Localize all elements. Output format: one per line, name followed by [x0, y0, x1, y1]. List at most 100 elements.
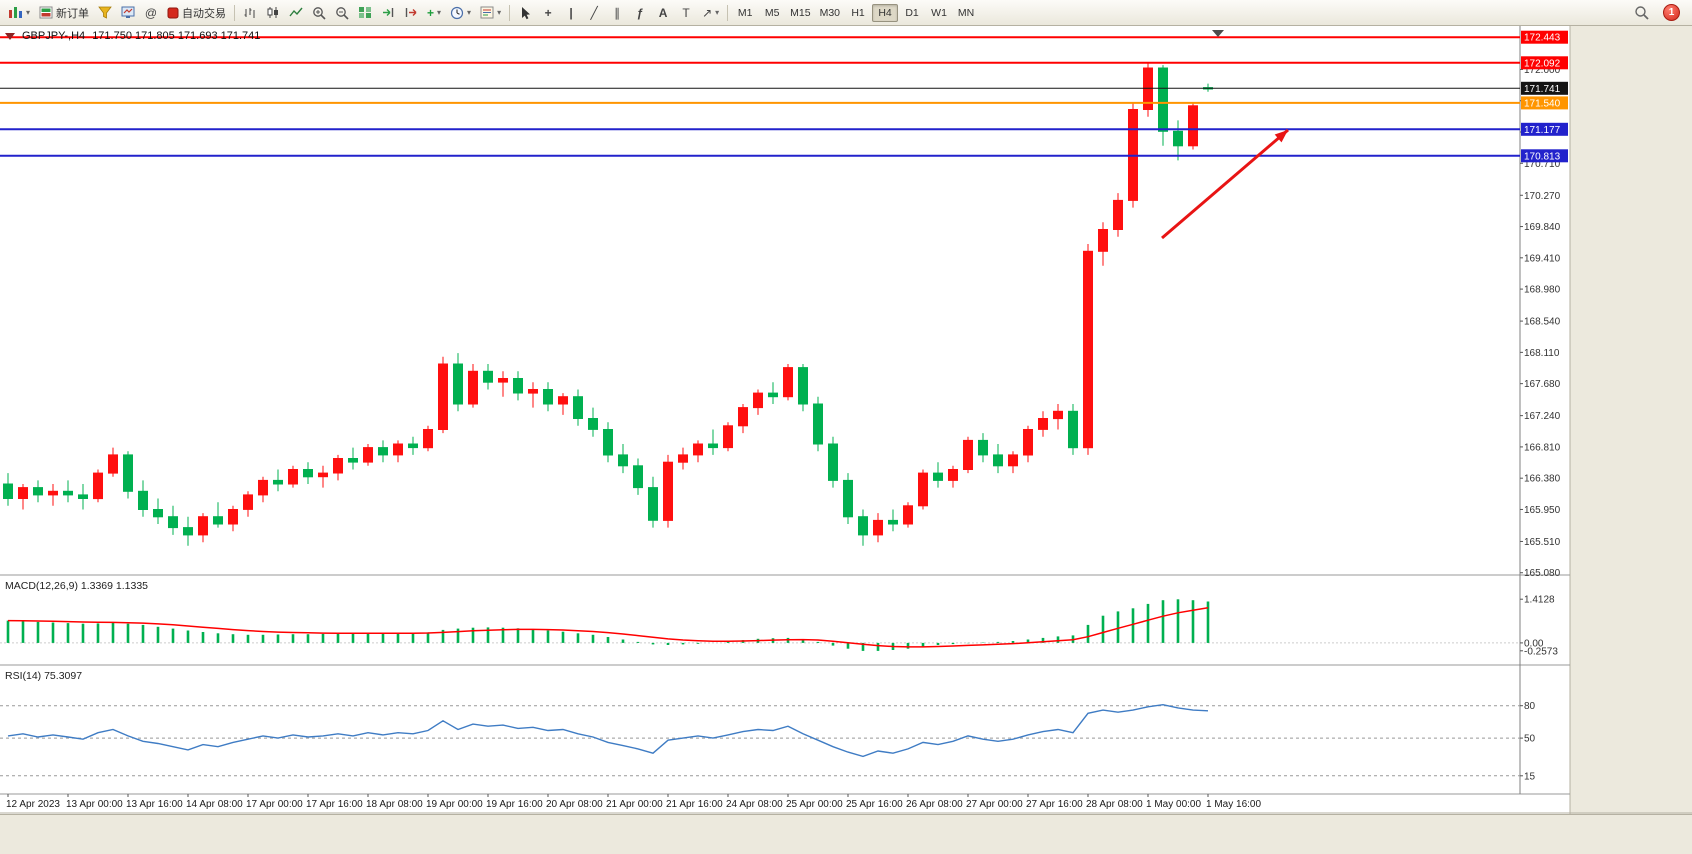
crosshair-tool-button[interactable]: +	[537, 3, 559, 23]
chart-ohlc-values: 171.750 171.805 171.693 171.741	[92, 30, 261, 42]
tile-windows-icon	[358, 6, 372, 19]
chart-shift-marker	[1212, 30, 1224, 37]
dropdown-icon: ▾	[497, 7, 502, 17]
chart-bars-button[interactable]	[239, 3, 261, 23]
chart-shift-button[interactable]	[400, 3, 422, 23]
timeframe-d1-button[interactable]: D1	[905, 6, 919, 19]
horizontal-lines[interactable]: 172.443 172.092 171.741 171.540 171.177 170.8…	[0, 30, 1568, 163]
new-order-label: 新订单	[56, 7, 90, 20]
community-button[interactable]: @	[140, 3, 162, 23]
trend-arrow-annotation[interactable]	[1161, 128, 1289, 240]
svg-text:17 Apr 00:00: 17 Apr 00:00	[246, 799, 303, 810]
chart-bg	[0, 26, 1692, 814]
periods-button[interactable]: ▾	[446, 3, 475, 23]
arrows-tool-button[interactable]: ↗ ▾	[698, 3, 723, 23]
dropdown-icon: ▾	[715, 7, 720, 17]
channel-icon: ∥	[614, 5, 621, 20]
trendline-icon: ╱	[590, 5, 598, 20]
timeframe-w1-button[interactable]: W1	[931, 6, 947, 19]
search-button[interactable]	[1630, 3, 1653, 23]
candlestick-series	[3, 62, 1213, 546]
svg-text:19 Apr 16:00: 19 Apr 16:00	[486, 799, 543, 810]
alerts-button[interactable]	[94, 3, 116, 23]
text-icon: A	[658, 5, 668, 20]
mdi-background	[0, 814, 1692, 854]
timeframe-m15-button[interactable]: M15	[790, 6, 811, 19]
zoom-out-icon	[335, 6, 349, 20]
timeframe-m1-button[interactable]: M1	[737, 6, 753, 19]
text-label-tool-button[interactable]: T	[675, 3, 697, 23]
timeframe-h1-button[interactable]: H1	[851, 6, 865, 19]
svg-text:15: 15	[1524, 771, 1536, 782]
new-order-icon	[39, 6, 53, 19]
fibonacci-tool-button[interactable]: ƒ	[629, 3, 651, 23]
price-axis[interactable]: 172.000171.570171.140170.710170.270169.8…	[1520, 65, 1561, 579]
chart-line-button[interactable]	[285, 3, 307, 23]
new-chart-button[interactable]: ▾	[4, 3, 34, 23]
svg-text:172.443: 172.443	[1524, 33, 1561, 44]
svg-text:168.540: 168.540	[1524, 317, 1561, 328]
line-chart-icon	[289, 6, 303, 19]
svg-text:166.810: 166.810	[1524, 442, 1561, 453]
funnel-icon	[98, 6, 112, 19]
mdi-right-bg	[1570, 26, 1692, 814]
chart-shift-icon	[404, 6, 418, 19]
templates-button[interactable]: ▾	[476, 3, 505, 23]
svg-text:24 Apr 08:00: 24 Apr 08:00	[726, 799, 783, 810]
auto-scroll-button[interactable]	[377, 3, 399, 23]
bars-chart-icon	[243, 6, 257, 19]
macd-pane: MACD(12,26,9) 1.3369 1.1335 1.4128 0.00-0.…	[0, 580, 1558, 657]
svg-text:167.240: 167.240	[1524, 411, 1561, 422]
timeframe-m5-button[interactable]: M5	[764, 6, 780, 19]
macd-label: MACD(12,26,9) 1.3369 1.1335	[5, 580, 148, 592]
toolbar-separator	[234, 4, 236, 21]
fibonacci-icon: ƒ	[636, 5, 644, 20]
trendline-tool-button[interactable]: ╱	[583, 3, 605, 23]
svg-text:27 Apr 00:00: 27 Apr 00:00	[966, 799, 1023, 810]
timeframe-m30-button[interactable]: M30	[819, 6, 841, 19]
one-click-trading-toggle[interactable]	[5, 32, 15, 40]
svg-text:17 Apr 16:00: 17 Apr 16:00	[306, 799, 363, 810]
svg-text:170.710: 170.710	[1524, 159, 1561, 170]
autotrade-button[interactable]: 自动交易	[163, 3, 230, 23]
zoom-in-button[interactable]	[308, 3, 330, 23]
svg-text:-0.2573: -0.2573	[1524, 646, 1558, 657]
time-axis[interactable]: 12 Apr 2023 13 Apr 00:00 13 Apr 16:00 14 Ap…	[6, 794, 1261, 810]
rsi-line	[7, 703, 1209, 758]
zoom-in-icon	[312, 6, 326, 20]
notification-badge[interactable]: 1	[1663, 4, 1680, 21]
toolbar-separator	[727, 4, 729, 21]
svg-text:171.177: 171.177	[1524, 125, 1561, 136]
indicators-button[interactable]: + ▾	[423, 3, 445, 23]
chart-candles-button[interactable]	[262, 3, 284, 23]
svg-text:14 Apr 08:00: 14 Apr 08:00	[186, 799, 243, 810]
channel-tool-button[interactable]: ∥	[606, 3, 628, 23]
svg-text:165.080: 165.080	[1524, 568, 1561, 579]
indicators-plus-icon: +	[427, 5, 435, 20]
svg-text:167.680: 167.680	[1524, 379, 1561, 390]
svg-text:28 Apr 08:00: 28 Apr 08:00	[1086, 799, 1143, 810]
text-tool-button[interactable]: A	[652, 3, 674, 23]
chart-canvas[interactable]: 172.000171.570171.140170.710170.270169.8…	[0, 26, 1692, 814]
svg-text:1.4128: 1.4128	[1524, 595, 1555, 606]
zoom-out-button[interactable]	[331, 3, 353, 23]
svg-text:19 Apr 00:00: 19 Apr 00:00	[426, 799, 483, 810]
cursor-tool-button[interactable]	[514, 3, 536, 23]
rsi-pane: 80 50 15 RSI(14) 75.3097	[0, 670, 1536, 782]
tile-windows-button[interactable]	[354, 3, 376, 23]
svg-text:168.980: 168.980	[1524, 285, 1561, 296]
market-watch-button[interactable]	[117, 3, 139, 23]
chart-window: GBPJPY-,H4 171.750 171.805 171.693 171.7…	[0, 26, 1692, 814]
svg-text:1 May 16:00: 1 May 16:00	[1206, 799, 1261, 810]
svg-text:21 Apr 16:00: 21 Apr 16:00	[666, 799, 723, 810]
monitor-icon	[121, 6, 135, 19]
timeframe-h4-button[interactable]: H4	[872, 3, 899, 22]
svg-text:80: 80	[1524, 701, 1536, 712]
timeframe-mn-button[interactable]: MN	[957, 6, 975, 19]
vertical-line-tool-button[interactable]: |	[560, 3, 582, 23]
svg-text:172.000: 172.000	[1524, 65, 1561, 76]
new-order-button[interactable]: 新订单	[35, 3, 93, 23]
svg-text:1 May 00:00: 1 May 00:00	[1146, 799, 1201, 810]
dropdown-icon: ▾	[26, 7, 31, 17]
svg-text:13 Apr 00:00: 13 Apr 00:00	[66, 799, 123, 810]
